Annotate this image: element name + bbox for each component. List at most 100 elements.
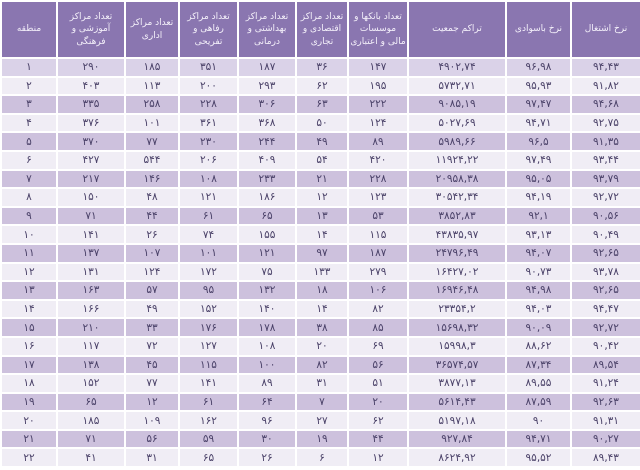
value-cell: ۱۲۴ (347, 112, 409, 134)
value-cell: ۱۰۸ (237, 335, 297, 357)
value-cell: ۴۴ (124, 205, 180, 227)
value-cell: ۴۹۰۲,۷۴ (407, 57, 507, 78)
region-cell: ۱۹ (0, 391, 58, 413)
value-cell: ۱۱۳ (124, 75, 180, 97)
value-cell: ۵۰۲۷,۶۹ (407, 112, 507, 134)
region-cell: ۲۰ (0, 410, 58, 431)
value-cell: ۴۹ (295, 131, 349, 152)
region-cell: ۱۰ (0, 224, 58, 245)
column-header: تعداد بانکها و موسسات مالی و اعتباری (347, 0, 409, 59)
value-cell: ۹۴,۷۱ (505, 428, 572, 450)
value-cell: ۱۵۶۹۸,۳۲ (407, 317, 507, 338)
region-cell: ۱ (0, 57, 58, 78)
value-cell: ۴۸ (124, 187, 180, 208)
value-cell: ۲۷۹ (347, 261, 409, 283)
value-cell: ۵۶ (124, 428, 180, 450)
value-cell: ۶۳ (295, 94, 349, 115)
value-cell: ۸۹,۵۵ (505, 373, 572, 394)
value-cell: ۵۱۹۷,۱۸ (407, 410, 507, 431)
value-cell: ۹۴,۰۳ (505, 298, 572, 320)
value-cell: ۵۴ (295, 149, 349, 171)
value-cell: ۱۰۷ (124, 242, 180, 264)
value-cell: ۱۸۵ (56, 410, 126, 431)
region-cell: ۷ (0, 168, 58, 190)
value-cell: ۷۵ (237, 261, 297, 283)
value-cell: ۱۴۷ (347, 57, 409, 78)
value-cell: ۲۰ (295, 335, 349, 357)
value-cell: ۲۶ (124, 224, 180, 245)
table-row: ۱۵ ۲۱۰ ۳۳ ۱۷۶ ۱۷۸ ۳۸ ۸۵ ۱۵۶۹۸,۳۲ ۹۰,۰۹ ۹۲,۷۲ (0, 317, 640, 338)
value-cell: ۶۹ (347, 335, 409, 357)
value-cell: ۱۷۸ (237, 317, 297, 338)
region-cell: ۸ (0, 187, 58, 208)
value-cell: ۶ (295, 447, 349, 469)
value-cell: ۱۶۹۴۶,۴۸ (407, 280, 507, 301)
table-row: ۱ ۲۹۰ ۱۸۵ ۳۵۱ ۱۸۷ ۳۶ ۱۴۷ ۴۹۰۲,۷۴ ۹۶,۹۸ ۹۴,۴۳ (0, 57, 640, 78)
value-cell: ۳۰ (237, 428, 297, 450)
region-cell: ۹ (0, 205, 58, 227)
value-cell: ۹۴,۴۷ (570, 298, 640, 320)
region-cell: ۲ (0, 75, 58, 97)
value-cell: ۲۰۰ (178, 75, 239, 97)
table-row: ۹ ۷۱ ۴۴ ۶۱ ۶۵ ۱۳ ۵۳ ۳۸۵۲,۸۳ ۹۲,۱ ۹۰,۵۶ (0, 205, 640, 227)
value-cell: ۳۶۵۷۴,۵۷ (407, 354, 507, 376)
value-cell: ۹۱,۸۲ (570, 75, 640, 97)
table-row: ۲۱ ۷۱ ۵۶ ۵۹ ۳۰ ۱۹ ۴۴ ۹۲۷,۸۴ ۹۴,۷۱ ۹۰,۲۷ (0, 428, 640, 450)
value-cell: ۳۰۵۴۲,۳۴ (407, 187, 507, 208)
value-cell: ۷۲ (124, 335, 180, 357)
value-cell: ۸۶۲۴,۹۲ (407, 447, 507, 469)
value-cell: ۱۲ (124, 391, 180, 413)
value-cell: ۶۱ (178, 205, 239, 227)
table-row: ۱۸ ۱۵۲ ۷۷ ۱۴۱ ۸۹ ۳۱ ۵۱ ۳۸۷۷,۱۳ ۸۹,۵۵ ۹۱,۲۴ (0, 373, 640, 394)
value-cell: ۱۰۰ (237, 354, 297, 376)
column-header: تعداد مراکز اقتصادی و تجاری (295, 0, 349, 59)
value-cell: ۸۷,۵۹ (505, 391, 572, 413)
value-cell: ۹۳,۷۸ (570, 261, 640, 283)
value-cell: ۹۵ (178, 280, 239, 301)
value-cell: ۶۲ (295, 75, 349, 97)
value-cell: ۹۲۷,۸۴ (407, 428, 507, 450)
region-cell: ۵ (0, 131, 58, 152)
column-header: نرخ باسوادی (505, 0, 572, 59)
value-cell: ۵۶ (347, 354, 409, 376)
value-cell: ۹۲,۶۵ (570, 242, 640, 264)
value-cell: ۹۷,۴۷ (505, 94, 572, 115)
value-cell: ۹۴,۹۸ (505, 280, 572, 301)
table-row: ۸ ۱۵۰ ۴۸ ۱۲۱ ۱۸۶ ۱۲ ۱۲۳ ۳۰۵۴۲,۳۴ ۹۴,۱۹ ۹۲,۷۲ (0, 187, 640, 208)
column-header: تعداد مراکز اداری (124, 0, 180, 59)
value-cell: ۱۰۱ (124, 112, 180, 134)
value-cell: ۱۳۷ (56, 242, 126, 264)
table-row: ۱۴ ۱۶۶ ۴۹ ۱۵۲ ۱۴۰ ۱۴ ۸۲ ۲۳۳۵۴,۲ ۹۴,۰۳ ۹۴,۴۷ (0, 298, 640, 320)
value-cell: ۵۹ (178, 428, 239, 450)
value-cell: ۲۱ (295, 168, 349, 190)
value-cell: ۸۹,۴۳ (570, 447, 640, 469)
value-cell: ۳۱ (295, 373, 349, 394)
value-cell: ۱۱۷ (56, 335, 126, 357)
value-cell: ۱۸۷ (347, 242, 409, 264)
value-cell: ۱۹۵ (347, 75, 409, 97)
value-cell: ۱۸ (295, 280, 349, 301)
value-cell: ۷۴ (178, 224, 239, 245)
value-cell: ۲۷ (295, 410, 349, 431)
value-cell: ۸۲ (295, 354, 349, 376)
table-header: منطقه تعداد مراکز آموزشی و فرهنگی تعداد مر… (0, 0, 640, 59)
value-cell: ۹۷,۴۹ (505, 149, 572, 171)
value-cell: ۴۵ (124, 354, 180, 376)
region-cell: ۱۷ (0, 354, 58, 376)
value-cell: ۱۰۶ (347, 280, 409, 301)
value-cell: ۱۵۲ (56, 373, 126, 394)
value-cell: ۶۵ (56, 391, 126, 413)
value-cell: ۵۱ (347, 373, 409, 394)
value-cell: ۹۱,۳۵ (570, 131, 640, 152)
value-cell: ۴۱ (56, 447, 126, 469)
region-cell: ۲۲ (0, 447, 58, 469)
value-cell: ۴۴ (347, 428, 409, 450)
value-cell: ۲۱۰ (56, 317, 126, 338)
value-cell: ۱۹ (295, 428, 349, 450)
value-cell: ۳۸ (295, 317, 349, 338)
value-cell: ۹۴,۷۱ (505, 112, 572, 134)
value-cell: ۸۵ (347, 317, 409, 338)
value-cell: ۷ (295, 391, 349, 413)
value-cell: ۱۲۱ (237, 242, 297, 264)
table-row: ۷ ۲۱۷ ۱۴۶ ۱۰۸ ۲۳۳ ۲۱ ۲۲۸ ۲۰۹۵۸,۳۸ ۹۵,۰۵ ۹۳,۷۹ (0, 168, 640, 190)
